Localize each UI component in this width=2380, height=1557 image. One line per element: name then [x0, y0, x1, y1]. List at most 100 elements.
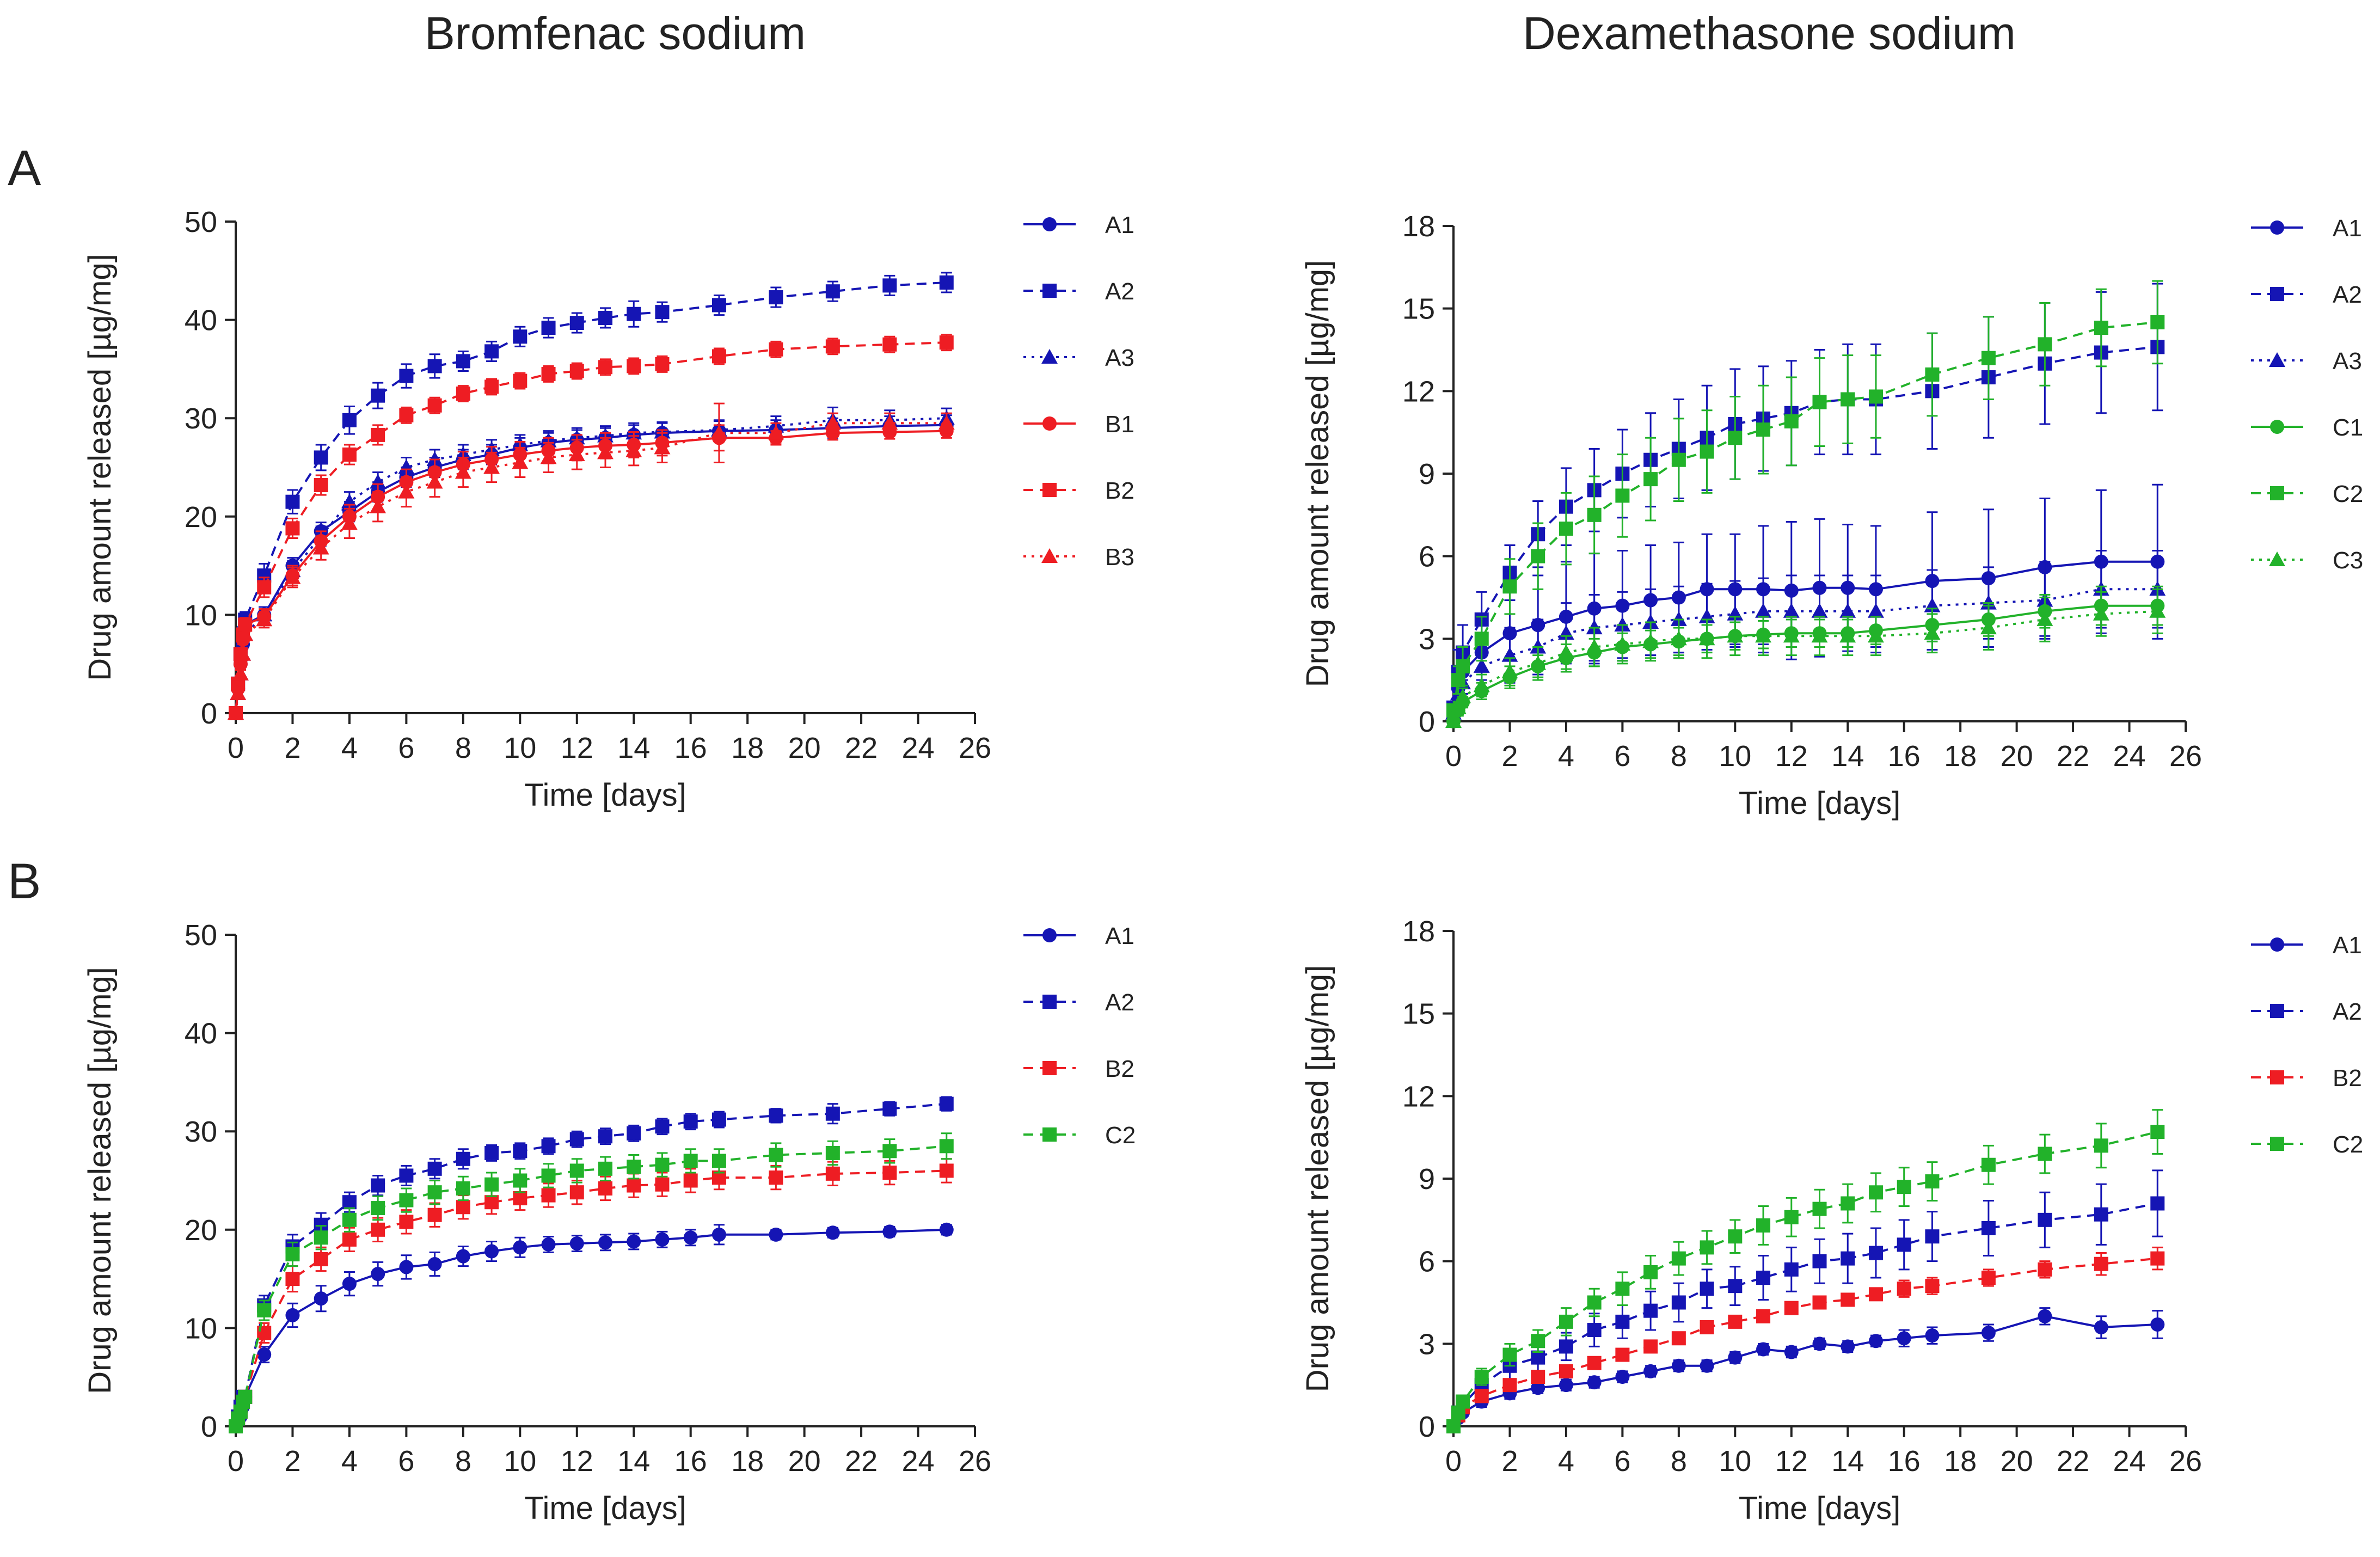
- data-point: [2038, 1309, 2052, 1323]
- x-tick-label: 22: [845, 1445, 878, 1478]
- x-tick-label: 12: [561, 732, 593, 764]
- legend-item-A1: A1: [1023, 923, 1134, 949]
- y-tick-label: 3: [1419, 623, 1435, 655]
- data-point: [1981, 1326, 1996, 1340]
- data-point: [769, 1108, 783, 1123]
- data-point: [569, 316, 584, 330]
- data-point: [882, 278, 897, 293]
- series-line: [235, 1228, 947, 1427]
- data-point: [1643, 1303, 1658, 1318]
- data-point: [1784, 414, 1799, 428]
- x-tick-label: 16: [674, 1445, 707, 1478]
- data-point: [569, 1163, 584, 1178]
- data-point: [342, 1277, 357, 1291]
- x-tick-label: 0: [1445, 1445, 1462, 1478]
- y-tick-label: 15: [1402, 293, 1435, 326]
- x-tick-label: 20: [2001, 740, 2033, 773]
- data-point: [1981, 351, 1996, 365]
- legend-swatch-marker: [2270, 486, 2284, 500]
- data-point: [1868, 1334, 1883, 1348]
- series-A1: [229, 1222, 954, 1433]
- data-point: [1980, 620, 1997, 635]
- column-title-dexamethasone: Dexamethasone sodium: [1523, 8, 2016, 59]
- legend-label: A1: [2333, 215, 2362, 242]
- data-point: [257, 1303, 272, 1317]
- legend-swatch-marker: [1042, 1061, 1057, 1075]
- data-point: [484, 1195, 499, 1210]
- series-A2: [229, 272, 954, 720]
- data-point: [655, 1157, 670, 1172]
- data-point: [1784, 1210, 1799, 1224]
- data-point: [371, 1267, 385, 1282]
- data-point: [2150, 1196, 2165, 1211]
- x-axis-label: Time [days]: [524, 1491, 686, 1526]
- data-point: [711, 1154, 726, 1168]
- data-point: [1981, 1157, 1996, 1172]
- y-tick-label: 30: [185, 402, 217, 435]
- x-tick-label: 18: [1944, 740, 1977, 773]
- x-tick-label: 26: [2169, 1445, 2202, 1478]
- x-tick-label: 24: [2113, 740, 2145, 773]
- data-point: [1925, 1229, 1940, 1244]
- data-point: [1868, 628, 1884, 643]
- x-tick-label: 10: [504, 1445, 536, 1478]
- data-point: [825, 1225, 840, 1240]
- data-point: [513, 1240, 527, 1255]
- data-point: [1812, 1254, 1827, 1268]
- data-point: [1925, 367, 1940, 382]
- legend-item-A2: A2: [1023, 278, 1134, 305]
- series-line: [235, 430, 947, 714]
- data-point: [1812, 395, 1827, 409]
- data-point: [882, 1224, 897, 1239]
- data-point: [1670, 630, 1687, 646]
- y-tick-label: 0: [201, 697, 217, 730]
- x-tick-label: 6: [398, 1445, 414, 1478]
- data-point: [399, 1215, 414, 1229]
- data-point: [1897, 1331, 1911, 1346]
- x-tick-label: 24: [901, 1445, 934, 1478]
- data-point: [881, 415, 898, 430]
- data-point: [399, 408, 414, 422]
- legend-label: A2: [1105, 278, 1134, 305]
- data-point: [426, 474, 443, 489]
- y-tick-label: 50: [185, 206, 217, 238]
- y-tick-label: 15: [1402, 998, 1435, 1031]
- series-line: [1452, 604, 2158, 722]
- data-point: [235, 646, 252, 661]
- data-point: [1783, 628, 1800, 643]
- data-point: [1868, 1185, 1883, 1200]
- data-point: [399, 369, 414, 383]
- x-tick-label: 8: [455, 1445, 471, 1478]
- x-tick-label: 6: [1614, 1445, 1630, 1478]
- data-point: [568, 446, 585, 461]
- data-point: [2094, 1256, 2108, 1271]
- data-point: [824, 415, 841, 430]
- data-point: [655, 357, 670, 371]
- data-point: [427, 1257, 442, 1272]
- data-point: [232, 665, 249, 681]
- x-tick-label: 22: [845, 732, 878, 764]
- data-point: [1755, 603, 1771, 618]
- data-point: [1671, 452, 1686, 467]
- x-tick-label: 2: [284, 732, 300, 764]
- data-point: [882, 1166, 897, 1180]
- legend-item-A2: A2: [1023, 989, 1134, 1016]
- data-point: [2094, 1138, 2108, 1153]
- data-point: [627, 307, 641, 321]
- y-tick-label: 20: [185, 1214, 217, 1247]
- data-point: [1643, 1339, 1658, 1354]
- data-point: [540, 449, 557, 464]
- x-tick-label: 0: [1445, 740, 1462, 773]
- x-tick-label: 6: [1614, 740, 1630, 773]
- data-point: [655, 1232, 670, 1247]
- data-point: [2038, 1212, 2052, 1227]
- legend-swatch-marker: [2270, 1004, 2284, 1018]
- data-point: [456, 1181, 470, 1196]
- legend-item-A1: A1: [2251, 932, 2362, 959]
- x-tick-label: 20: [788, 732, 821, 764]
- legend-item-B2: B2: [2251, 1065, 2362, 1092]
- data-point: [456, 1249, 470, 1264]
